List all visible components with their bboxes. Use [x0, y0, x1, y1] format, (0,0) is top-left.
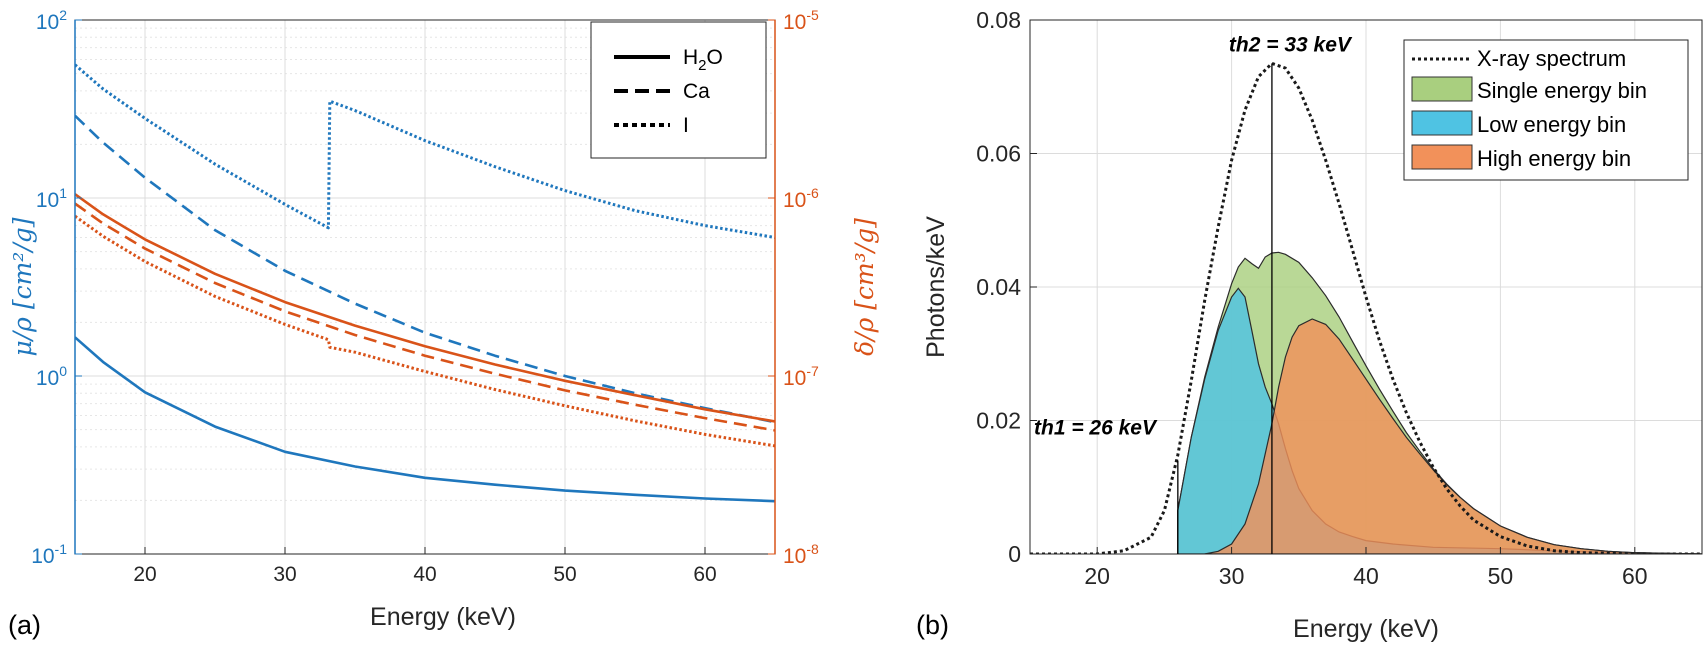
- panel-a-x-tick-label: 50: [553, 563, 576, 586]
- panel-b-y-tick-label: 0.04: [976, 274, 1021, 300]
- legend-label-i: I: [683, 114, 689, 137]
- legend-label-low-bin: Low energy bin: [1477, 112, 1626, 137]
- panel-b-threshold-label: th1 = 26 keV: [1034, 417, 1158, 440]
- legend-label-h2o: H2O: [683, 46, 723, 74]
- panel-b-y-tick-label: 0.08: [976, 7, 1021, 33]
- panel-b-ticks: 0 0.02 0.04 0.06 0.08 20 30 40 50 60: [976, 7, 1647, 589]
- panel-a-y-right-tick-label: 10-8: [783, 541, 819, 568]
- panel-b-xlabel: Energy (keV): [1293, 615, 1439, 643]
- panel-a-xlabel: Energy (keV): [370, 603, 516, 631]
- panel-a-chart: 20 30 40 50 6010-110010110210-810-710-610-5 …: [8, 7, 879, 640]
- panel-a-x-tick-label: 20: [133, 563, 156, 586]
- legend-label-spectrum: X-ray spectrum: [1477, 46, 1626, 71]
- panel-b-threshold-label: th2 = 33 keV: [1229, 33, 1353, 56]
- legend-single-bin-swatch: [1411, 76, 1473, 102]
- panel-a-y-right-tick-label: 10-6: [783, 185, 819, 212]
- panel-a-ylabel-right: δ/ρ [cm³/g]: [850, 218, 879, 356]
- panel-a-ca-mu-rho-line: [75, 114, 775, 424]
- panel-b-series: [1030, 61, 1702, 554]
- panel-a-ylabel-left: μ/ρ [cm²/g]: [8, 217, 37, 356]
- panel-b-legend: X-ray spectrum Single energy bin Low ene…: [1403, 39, 1689, 181]
- panel-a-series: [75, 63, 775, 503]
- panel-b-x-tick-label: 60: [1622, 563, 1648, 589]
- panel-b-x-tick-label: 20: [1084, 563, 1110, 589]
- panel-a-i-mu-rho-line: [75, 63, 775, 239]
- panel-a-y-left-tick-label: 102: [36, 7, 67, 34]
- panel-a-y-right-tick-label: 10-7: [783, 363, 819, 390]
- panel-b-y-tick-label: 0.06: [976, 141, 1021, 167]
- panel-b-y-tick-label: 0: [1008, 541, 1021, 567]
- panel-b-x-tick-label: 40: [1353, 563, 1379, 589]
- panel-a-h2o-delta-rho-line: [75, 193, 775, 423]
- panel-a-x-tick-label: 40: [413, 563, 436, 586]
- panel-a-h2o-mu-rho-line: [75, 336, 775, 503]
- panel-a-y-left-tick-label: 101: [36, 185, 67, 212]
- panel-a-ticks: 20 30 40 50 60 10-1 100 101 102 10-8 10-7 10-6 10-5: [31, 7, 819, 586]
- panel-a-i-delta-rho-line: [75, 214, 775, 448]
- legend-label-ca: Ca: [683, 80, 710, 103]
- panel-a-legend: H2O Ca I: [590, 21, 767, 159]
- panel-b-x-tick-label: 30: [1219, 563, 1245, 589]
- panel-b-ylabel: Photons/keV: [922, 216, 950, 358]
- panel-b-x-tick-label: 50: [1488, 563, 1514, 589]
- panel-a-y-left-tick-label: 10-1: [31, 541, 67, 568]
- legend-label-high-bin: High energy bin: [1477, 146, 1631, 171]
- panel-b-chart: 0 0.02 0.04 0.06 0.08 20 30 40 50 60 th1 = 26 keV…: [916, 7, 1703, 643]
- legend-high-bin-swatch: [1411, 144, 1473, 170]
- panel-label-a: (a): [8, 610, 41, 640]
- legend-label-single-bin: Single energy bin: [1477, 78, 1647, 103]
- legend-low-bin-swatch: [1411, 110, 1473, 136]
- panel-b-spectrum-line: [1030, 61, 1702, 554]
- panel-label-b: (b): [916, 610, 949, 640]
- panel-a-x-tick-label: 60: [693, 563, 716, 586]
- panel-b-y-tick-label: 0.02: [976, 408, 1021, 434]
- panel-a-ca-delta-rho-line: [75, 202, 775, 432]
- panel-a-x-tick-label: 30: [273, 563, 296, 586]
- panel-b-legend-box: [1403, 39, 1689, 181]
- panel-a-y-right-tick-label: 10-5: [783, 7, 819, 34]
- panel-b-high-bin-area: [1204, 318, 1702, 554]
- panel-a-y-left-tick-label: 100: [36, 363, 67, 390]
- panel-b-annotations: th1 = 26 keV th2 = 33 keV: [1034, 33, 1353, 554]
